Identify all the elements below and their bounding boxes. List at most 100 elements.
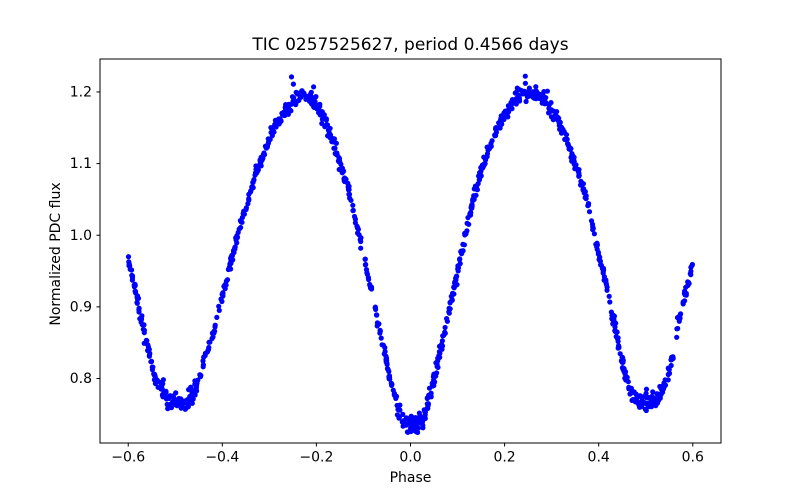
data-point: [669, 354, 675, 360]
data-point: [173, 390, 179, 396]
data-point: [189, 400, 195, 406]
data-point: [509, 106, 515, 112]
data-point: [136, 307, 142, 313]
data-point: [229, 252, 235, 258]
data-point: [271, 129, 277, 135]
data-point: [251, 177, 257, 183]
data-point: [548, 108, 554, 114]
data-point: [239, 214, 245, 221]
data-point: [372, 305, 378, 311]
data-point: [630, 397, 636, 403]
data-point: [492, 132, 498, 138]
data-point: [300, 92, 307, 98]
data-point: [155, 384, 161, 390]
data-point: [439, 341, 445, 347]
data-point: [129, 275, 136, 281]
data-point: [186, 387, 192, 393]
data-point: [428, 392, 434, 398]
x-axis-ticks: −0.6 −0.4 −0.2 0.0 0.2 0.4 0.6: [111, 443, 704, 466]
data-point: [523, 98, 529, 105]
data-point: [578, 179, 585, 186]
data-point: [585, 203, 591, 209]
data-point: [185, 404, 191, 410]
data-point: [522, 88, 528, 94]
data-point: [588, 218, 595, 224]
data-point: [531, 95, 538, 101]
data-point: [598, 262, 605, 268]
data-point: [513, 97, 519, 103]
data-point: [530, 89, 536, 95]
data-point: [617, 351, 623, 357]
data-point: [206, 344, 212, 351]
data-point: [552, 113, 558, 119]
data-point: [126, 262, 133, 268]
data-point: [683, 284, 689, 290]
outlier-point: [544, 88, 551, 94]
y-axis-ticks: 0.8 0.9 1.0 1.1 1.2: [70, 85, 100, 387]
data-point: [396, 406, 402, 412]
data-point: [444, 316, 450, 322]
data-point: [174, 401, 180, 407]
data-point: [653, 400, 659, 406]
chart-title: TIC 0257525627, period 0.4566 days: [252, 35, 569, 55]
data-point: [348, 197, 354, 203]
data-point: [619, 357, 625, 364]
data-point: [232, 246, 238, 252]
data-point: [355, 226, 361, 232]
data-point: [643, 386, 650, 392]
data-point: [629, 388, 635, 394]
data-point: [535, 95, 541, 101]
data-point: [541, 100, 547, 106]
data-point: [193, 387, 199, 394]
data-point: [586, 209, 593, 215]
data-point: [125, 254, 132, 260]
data-point: [258, 155, 264, 161]
data-point: [319, 120, 325, 127]
data-point: [200, 364, 206, 370]
data-point: [320, 115, 326, 122]
data-point: [245, 201, 251, 207]
data-point: [606, 293, 612, 299]
data-point: [388, 380, 394, 386]
data-point: [222, 286, 228, 292]
data-point: [576, 173, 582, 179]
data-point: [662, 377, 668, 383]
data-point: [167, 393, 173, 399]
data-point: [333, 151, 339, 157]
data-point: [448, 293, 454, 299]
data-point: [336, 156, 343, 162]
data-point: [682, 298, 688, 304]
data-point: [466, 221, 472, 227]
data-point: [408, 419, 414, 425]
data-point: [309, 101, 315, 107]
data-point: [479, 162, 485, 168]
data-point: [645, 394, 651, 401]
data-point: [246, 196, 252, 202]
data-point: [569, 158, 575, 164]
data-point: [459, 251, 465, 257]
x-axis-label: Phase: [389, 470, 432, 486]
data-point: [366, 276, 372, 283]
data-point: [643, 407, 649, 414]
data-point: [233, 235, 239, 241]
data-point: [220, 291, 226, 297]
data-point: [420, 422, 426, 428]
data-point: [481, 154, 487, 160]
data-point: [346, 191, 353, 197]
data-point: [657, 392, 663, 398]
data-point: [582, 189, 588, 195]
data-point: [331, 145, 337, 151]
data-point: [160, 392, 166, 398]
y-tick-label: 0.9: [70, 300, 92, 316]
y-tick-label: 0.8: [70, 371, 92, 387]
data-point: [499, 114, 505, 120]
data-point: [380, 342, 386, 348]
data-point: [265, 142, 271, 149]
data-point: [560, 130, 566, 136]
data-point: [363, 267, 370, 273]
data-point: [478, 173, 484, 179]
data-point: [346, 187, 352, 193]
data-point: [597, 254, 603, 260]
data-point: [435, 364, 441, 370]
